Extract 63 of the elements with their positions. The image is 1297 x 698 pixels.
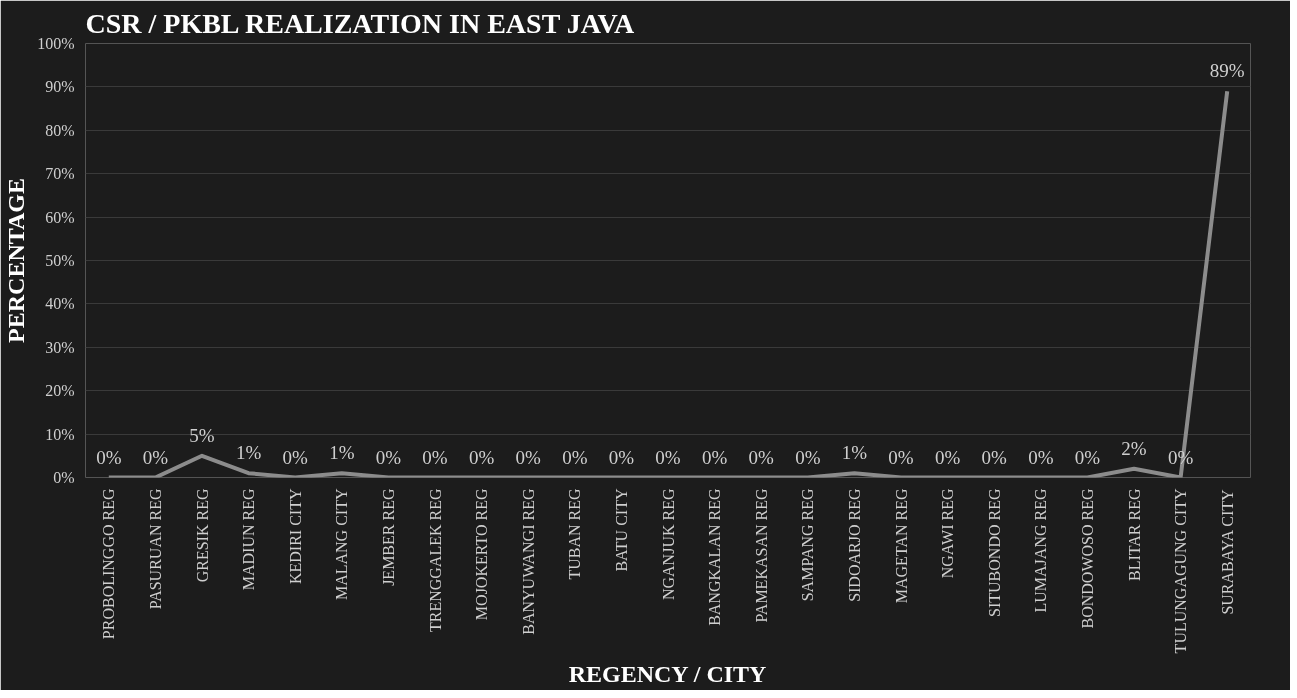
x-tick-label: BANYUWANGI REG: [519, 488, 537, 635]
y-tick-label: 100%: [37, 35, 75, 52]
data-label: 0%: [888, 446, 914, 468]
y-tick-label: 90%: [45, 78, 75, 96]
chart-title: CSR / PKBL REALIZATION IN EAST JAVA: [85, 7, 636, 39]
y-tick-label: 70%: [45, 165, 75, 183]
x-tick-label: TUBAN REG: [566, 488, 584, 580]
data-label: 0%: [608, 446, 635, 468]
data-label: 1%: [329, 442, 355, 464]
y-tick-label: 0%: [53, 469, 75, 486]
data-label: 5%: [189, 424, 215, 446]
x-tick-label: TRENGGALEK REG: [426, 488, 444, 633]
x-tick-label: NGAWI REG: [939, 488, 957, 579]
data-label: 0%: [142, 446, 169, 468]
x-tick-label: PASURUAN REG: [146, 488, 164, 610]
x-tick-label: KEDIRI CITY: [286, 488, 304, 585]
y-tick-label: 80%: [45, 121, 75, 139]
data-label: 2%: [1121, 437, 1147, 459]
y-axis-title: PERCENTAGE: [3, 178, 30, 343]
x-tick-label: MOJOKERTO REG: [473, 488, 491, 621]
data-label: 0%: [795, 446, 821, 468]
data-label: 89%: [1209, 60, 1245, 82]
x-tick-label: MAGETAN REG: [892, 488, 910, 604]
x-tick-label: GRESIK REG: [193, 488, 211, 583]
x-tick-label: TULUNGAGUNG CITY: [1172, 488, 1190, 654]
x-tick-label: MALANG CITY: [333, 488, 351, 601]
x-tick-label: PROBOLINGGO REG: [100, 488, 118, 640]
x-tick-label: SIDOARJO REG: [845, 488, 863, 602]
data-label: 0%: [981, 446, 1008, 468]
data-label: 0%: [1074, 446, 1101, 468]
data-label: 0%: [701, 446, 728, 468]
x-tick-label: SITUBONDO REG: [985, 488, 1003, 617]
y-tick-label: 60%: [45, 208, 75, 226]
data-label: 1%: [235, 442, 262, 464]
data-label: 0%: [282, 446, 309, 468]
data-label: 0%: [1028, 446, 1054, 468]
data-label: 0%: [655, 446, 681, 468]
x-tick-label: BONDOWOSO REG: [1078, 488, 1096, 629]
y-tick-label: 50%: [45, 252, 75, 269]
x-tick-label: LUMAJANG REG: [1032, 488, 1050, 613]
data-label: 0%: [422, 446, 448, 468]
y-tick-label: 20%: [45, 382, 75, 400]
data-label: 0%: [468, 446, 495, 468]
x-tick-label: SURABAYA CITY: [1218, 488, 1236, 615]
x-tick-label: NGANJUK REG: [659, 488, 677, 601]
x-tick-label: PAMEKASAN REG: [752, 488, 770, 623]
data-label: 0%: [96, 446, 122, 468]
x-tick-label: BLITAR REG: [1125, 488, 1143, 581]
x-axis-title: REGENCY / CITY: [568, 661, 767, 688]
data-label: 0%: [748, 446, 775, 468]
data-label: 0%: [515, 446, 542, 468]
data-label: 1%: [841, 442, 868, 464]
y-tick-label: 10%: [45, 425, 75, 443]
y-tick-label: 30%: [45, 338, 75, 356]
x-tick-label: JEMBER REG: [379, 488, 397, 586]
data-label: 0%: [375, 446, 402, 468]
x-tick-label: BATU CITY: [612, 488, 630, 572]
data-label: 0%: [562, 446, 588, 468]
x-tick-label: MADIUN REG: [240, 488, 258, 591]
x-tick-label: SAMPANG REG: [799, 488, 817, 602]
data-label: 0%: [934, 446, 961, 468]
x-tick-label: BANGKALAN REG: [706, 488, 724, 626]
y-tick-label: 40%: [45, 295, 75, 313]
